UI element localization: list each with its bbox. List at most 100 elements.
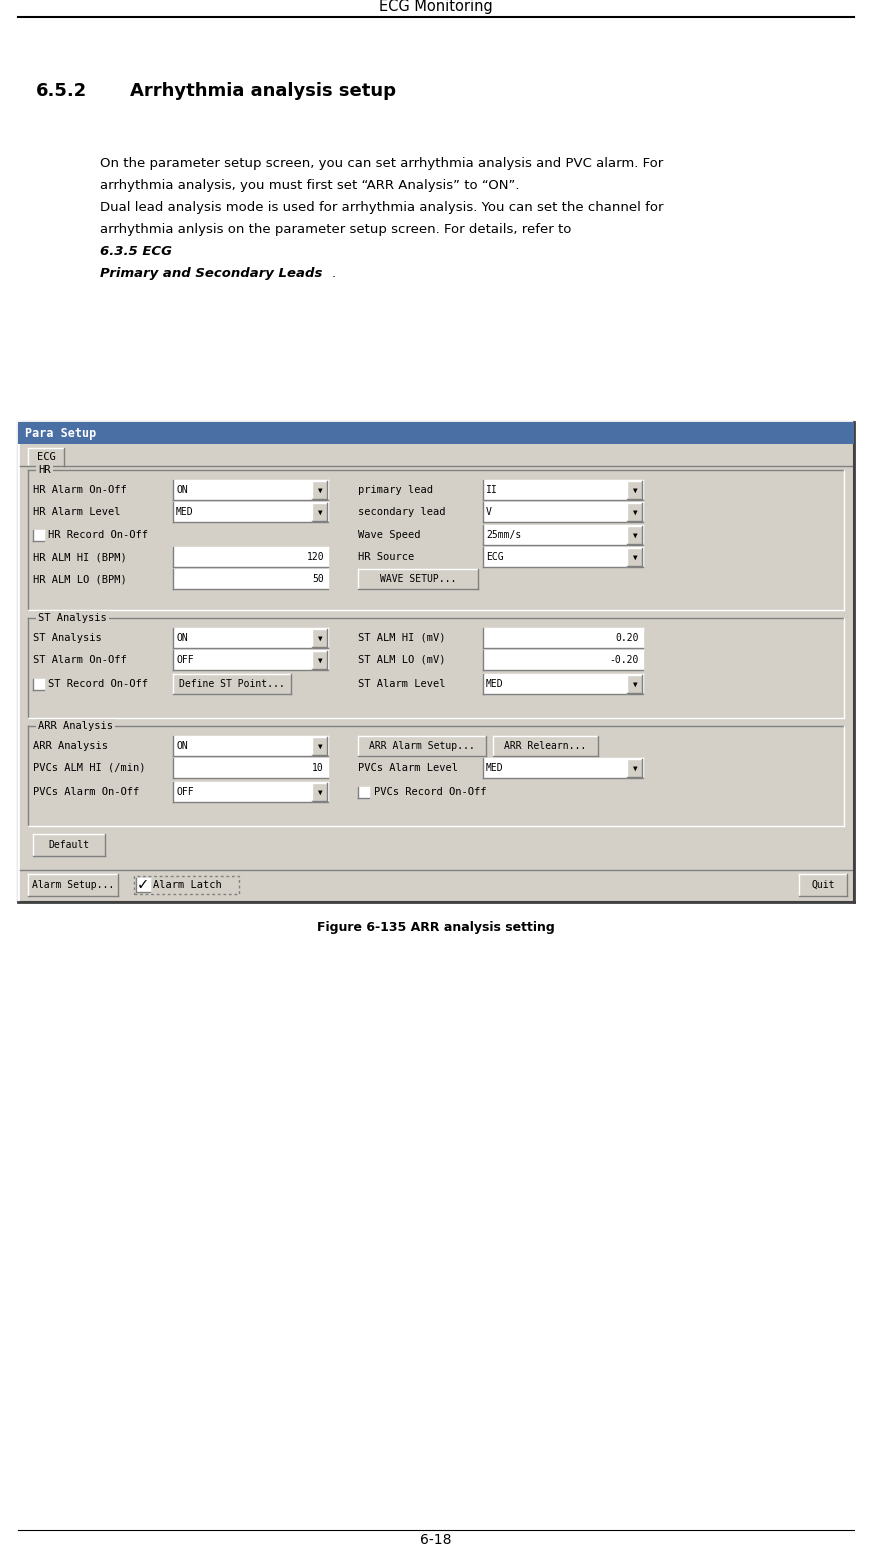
Bar bbox=[173, 757, 328, 778]
Bar bbox=[627, 526, 642, 545]
Text: ARR Analysis: ARR Analysis bbox=[38, 722, 113, 731]
Text: Define ST Point...: Define ST Point... bbox=[179, 680, 285, 689]
Bar bbox=[18, 422, 854, 444]
Text: ST ALM HI (mV): ST ALM HI (mV) bbox=[358, 633, 446, 643]
Text: Default: Default bbox=[49, 840, 90, 850]
Bar bbox=[173, 570, 328, 590]
Text: primary lead: primary lead bbox=[358, 484, 433, 495]
Bar bbox=[358, 787, 369, 798]
Text: Figure 6-135 ARR analysis setting: Figure 6-135 ARR analysis setting bbox=[317, 920, 555, 933]
Bar bbox=[134, 875, 239, 894]
Text: PVCs Record On-Off: PVCs Record On-Off bbox=[374, 787, 487, 798]
Bar bbox=[136, 878, 150, 892]
Text: ST Alarm On-Off: ST Alarm On-Off bbox=[33, 655, 126, 664]
Text: ✓: ✓ bbox=[137, 877, 149, 892]
Bar bbox=[173, 674, 291, 694]
Bar bbox=[627, 675, 642, 694]
Text: HR: HR bbox=[38, 466, 51, 475]
Bar bbox=[627, 503, 642, 521]
Bar bbox=[312, 737, 327, 754]
Text: ECG: ECG bbox=[486, 553, 504, 562]
Text: arrhythmia anlysis on the parameter setup screen. For details, refer to: arrhythmia anlysis on the parameter setu… bbox=[100, 223, 576, 236]
Text: HR Alarm On-Off: HR Alarm On-Off bbox=[33, 484, 126, 495]
Text: ▼: ▼ bbox=[317, 742, 323, 751]
Text: ▼: ▼ bbox=[633, 508, 637, 517]
Text: ST Record On-Off: ST Record On-Off bbox=[48, 680, 148, 689]
Text: ST Analysis: ST Analysis bbox=[38, 613, 106, 622]
Bar bbox=[312, 784, 327, 801]
Bar bbox=[312, 503, 327, 521]
Bar bbox=[312, 629, 327, 647]
Text: arrhythmia analysis, you must first set “ARR Analysis” to “ON”.: arrhythmia analysis, you must first set … bbox=[100, 178, 520, 192]
Bar bbox=[483, 757, 643, 778]
Text: ▼: ▼ bbox=[317, 655, 323, 664]
Text: ARR Alarm Setup...: ARR Alarm Setup... bbox=[369, 740, 475, 751]
Bar bbox=[28, 449, 64, 466]
Bar bbox=[173, 736, 328, 756]
Bar bbox=[173, 629, 328, 649]
Text: OFF: OFF bbox=[176, 787, 194, 798]
Text: Dual lead analysis mode is used for arrhythmia analysis. You can set the channel: Dual lead analysis mode is used for arrh… bbox=[100, 202, 664, 214]
Text: ▼: ▼ bbox=[317, 508, 323, 517]
Text: ST Alarm Level: ST Alarm Level bbox=[358, 680, 446, 689]
Bar bbox=[173, 650, 328, 670]
Text: V: V bbox=[486, 508, 492, 517]
Bar bbox=[28, 726, 844, 826]
Bar bbox=[627, 759, 642, 778]
Text: ARR Analysis: ARR Analysis bbox=[33, 740, 108, 751]
Bar bbox=[358, 736, 486, 756]
Text: 0.20: 0.20 bbox=[616, 633, 639, 643]
Text: Wave Speed: Wave Speed bbox=[358, 529, 420, 540]
Text: 50: 50 bbox=[312, 574, 324, 584]
Bar bbox=[483, 674, 643, 694]
Bar bbox=[33, 680, 44, 691]
Bar bbox=[483, 546, 643, 566]
Bar bbox=[493, 736, 598, 756]
Text: ▼: ▼ bbox=[633, 486, 637, 495]
Text: HR Alarm Level: HR Alarm Level bbox=[33, 508, 120, 517]
Text: ECG: ECG bbox=[37, 452, 56, 462]
Text: ▼: ▼ bbox=[633, 764, 637, 773]
Text: HR ALM HI (BPM): HR ALM HI (BPM) bbox=[33, 553, 126, 562]
Text: secondary lead: secondary lead bbox=[358, 508, 446, 517]
Text: ST Analysis: ST Analysis bbox=[33, 633, 102, 643]
Text: HR ALM LO (BPM): HR ALM LO (BPM) bbox=[33, 574, 126, 584]
Text: Para Setup: Para Setup bbox=[25, 427, 96, 439]
Bar bbox=[483, 650, 643, 670]
Text: 6.3.5 ECG: 6.3.5 ECG bbox=[100, 245, 172, 258]
Text: MED: MED bbox=[486, 764, 504, 773]
Text: WAVE SETUP...: WAVE SETUP... bbox=[380, 574, 456, 584]
Bar bbox=[358, 570, 478, 590]
Text: ECG Monitoring: ECG Monitoring bbox=[379, 0, 493, 14]
Text: 6-18: 6-18 bbox=[420, 1533, 452, 1547]
Bar bbox=[18, 422, 854, 902]
Bar bbox=[173, 480, 328, 500]
Text: 25mm/s: 25mm/s bbox=[486, 529, 521, 540]
Text: ▼: ▼ bbox=[317, 486, 323, 495]
Bar bbox=[483, 501, 643, 521]
Text: PVCs Alarm On-Off: PVCs Alarm On-Off bbox=[33, 787, 140, 798]
Bar bbox=[312, 481, 327, 500]
Bar bbox=[28, 470, 844, 610]
Bar bbox=[627, 548, 642, 566]
Text: HR Record On-Off: HR Record On-Off bbox=[48, 529, 148, 540]
Text: PVCs Alarm Level: PVCs Alarm Level bbox=[358, 764, 458, 773]
Text: .: . bbox=[332, 267, 336, 279]
Bar bbox=[173, 546, 328, 566]
Text: -0.20: -0.20 bbox=[610, 655, 639, 664]
Bar bbox=[173, 782, 328, 802]
Text: Arrhythmia analysis setup: Arrhythmia analysis setup bbox=[130, 82, 396, 99]
Text: ▼: ▼ bbox=[317, 787, 323, 796]
Text: MED: MED bbox=[486, 680, 504, 689]
Bar bbox=[483, 525, 643, 545]
Text: ARR Relearn...: ARR Relearn... bbox=[504, 740, 587, 751]
Bar bbox=[483, 629, 643, 649]
Bar bbox=[627, 481, 642, 500]
Text: PVCs ALM HI (/min): PVCs ALM HI (/min) bbox=[33, 764, 146, 773]
Text: Primary and Secondary Leads: Primary and Secondary Leads bbox=[100, 267, 323, 279]
Text: On the parameter setup screen, you can set arrhythmia analysis and PVC alarm. Fo: On the parameter setup screen, you can s… bbox=[100, 157, 664, 171]
Text: Alarm Latch: Alarm Latch bbox=[153, 880, 221, 889]
Text: ▼: ▼ bbox=[633, 680, 637, 689]
Text: Alarm Setup...: Alarm Setup... bbox=[32, 880, 114, 889]
Text: ON: ON bbox=[176, 740, 187, 751]
